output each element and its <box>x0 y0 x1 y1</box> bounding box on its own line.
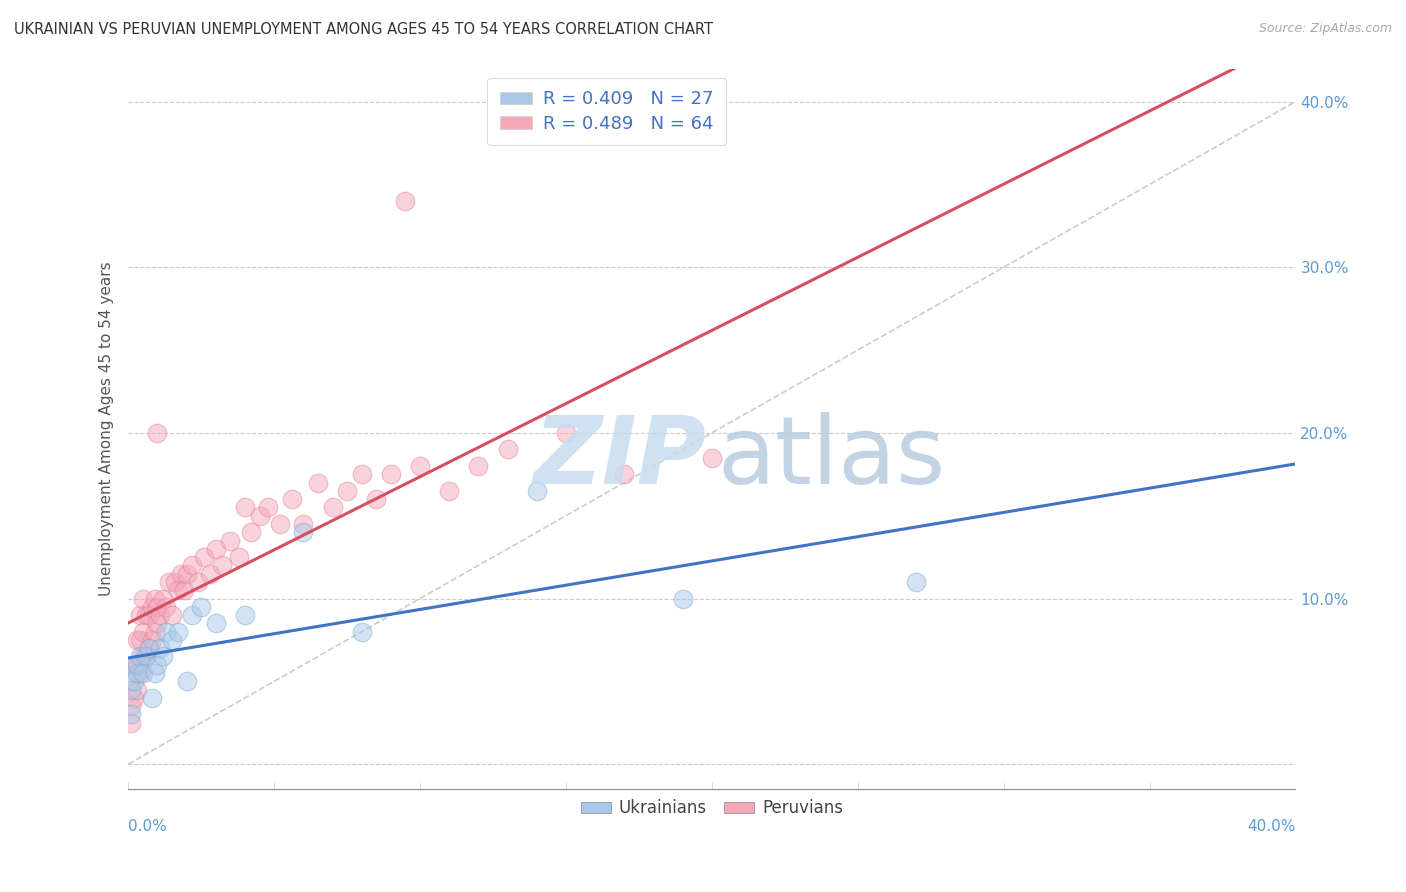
Point <box>122 674 145 689</box>
Point <box>321 500 343 515</box>
Text: ZIP: ZIP <box>533 411 706 504</box>
Point <box>125 657 148 672</box>
Point <box>120 699 142 714</box>
Y-axis label: Unemployment Among Ages 45 to 54 years: Unemployment Among Ages 45 to 54 years <box>100 261 114 596</box>
Point <box>146 425 169 440</box>
Point <box>280 492 302 507</box>
Point <box>125 657 148 672</box>
Point <box>120 682 142 697</box>
Point <box>122 657 145 672</box>
Point <box>138 608 160 623</box>
Point <box>211 558 233 573</box>
Point <box>176 674 198 689</box>
Point <box>125 682 148 697</box>
Point <box>170 566 193 581</box>
Point <box>135 608 157 623</box>
Point <box>135 649 157 664</box>
Point <box>132 649 155 664</box>
Point <box>155 624 177 639</box>
Point <box>181 608 204 623</box>
Point <box>120 707 142 722</box>
Point <box>138 641 160 656</box>
Point <box>135 649 157 664</box>
Point <box>138 641 160 656</box>
Point <box>366 492 388 507</box>
Point <box>132 591 155 606</box>
Point <box>555 425 578 440</box>
Point <box>125 632 148 647</box>
Point <box>249 508 271 523</box>
Point <box>526 483 548 498</box>
Point <box>149 641 172 656</box>
Point <box>292 516 315 531</box>
Point <box>204 616 226 631</box>
Point <box>120 715 142 730</box>
Point <box>496 442 519 457</box>
Point <box>439 483 461 498</box>
Point <box>467 458 489 473</box>
Point <box>132 624 155 639</box>
Point <box>233 500 256 515</box>
Point <box>905 574 928 589</box>
Point <box>125 666 148 681</box>
Point <box>233 608 256 623</box>
Point <box>350 467 373 482</box>
Point <box>163 574 186 589</box>
Point <box>193 550 215 565</box>
Point <box>219 533 242 548</box>
Point <box>129 608 152 623</box>
Point <box>146 616 169 631</box>
Point <box>149 608 172 623</box>
Point <box>132 666 155 681</box>
Point <box>204 541 226 556</box>
Point <box>350 624 373 639</box>
Point <box>141 599 163 614</box>
Point <box>152 649 174 664</box>
Point <box>152 591 174 606</box>
Text: 40.0%: 40.0% <box>1247 819 1295 834</box>
Point <box>143 624 166 639</box>
Point <box>336 483 359 498</box>
Point <box>129 632 152 647</box>
Text: Source: ZipAtlas.com: Source: ZipAtlas.com <box>1258 22 1392 36</box>
Point <box>257 500 280 515</box>
Point <box>122 690 145 705</box>
Point <box>190 599 212 614</box>
Point <box>228 550 250 565</box>
Point <box>269 516 291 531</box>
Point <box>307 475 329 490</box>
Point <box>394 194 416 208</box>
Point <box>141 690 163 705</box>
Point <box>672 591 695 606</box>
Point <box>166 583 188 598</box>
Point <box>141 632 163 647</box>
Point <box>143 591 166 606</box>
Point <box>146 657 169 672</box>
Point <box>198 566 221 581</box>
Point <box>166 624 188 639</box>
Point <box>129 649 152 664</box>
Point <box>380 467 402 482</box>
Point <box>176 566 198 581</box>
Point <box>146 599 169 614</box>
Point <box>292 525 315 540</box>
Point <box>173 583 195 598</box>
Text: UKRAINIAN VS PERUVIAN UNEMPLOYMENT AMONG AGES 45 TO 54 YEARS CORRELATION CHART: UKRAINIAN VS PERUVIAN UNEMPLOYMENT AMONG… <box>14 22 713 37</box>
Point <box>129 666 152 681</box>
Point <box>160 608 183 623</box>
Text: 0.0%: 0.0% <box>128 819 167 834</box>
Point <box>239 525 262 540</box>
Legend: Ukrainians, Peruvians: Ukrainians, Peruvians <box>574 792 849 824</box>
Point <box>120 674 142 689</box>
Point <box>155 599 177 614</box>
Point <box>700 450 723 465</box>
Point <box>409 458 432 473</box>
Point <box>181 558 204 573</box>
Point <box>157 574 180 589</box>
Point <box>613 467 636 482</box>
Text: atlas: atlas <box>717 411 946 504</box>
Point <box>187 574 209 589</box>
Point <box>143 666 166 681</box>
Point <box>160 632 183 647</box>
